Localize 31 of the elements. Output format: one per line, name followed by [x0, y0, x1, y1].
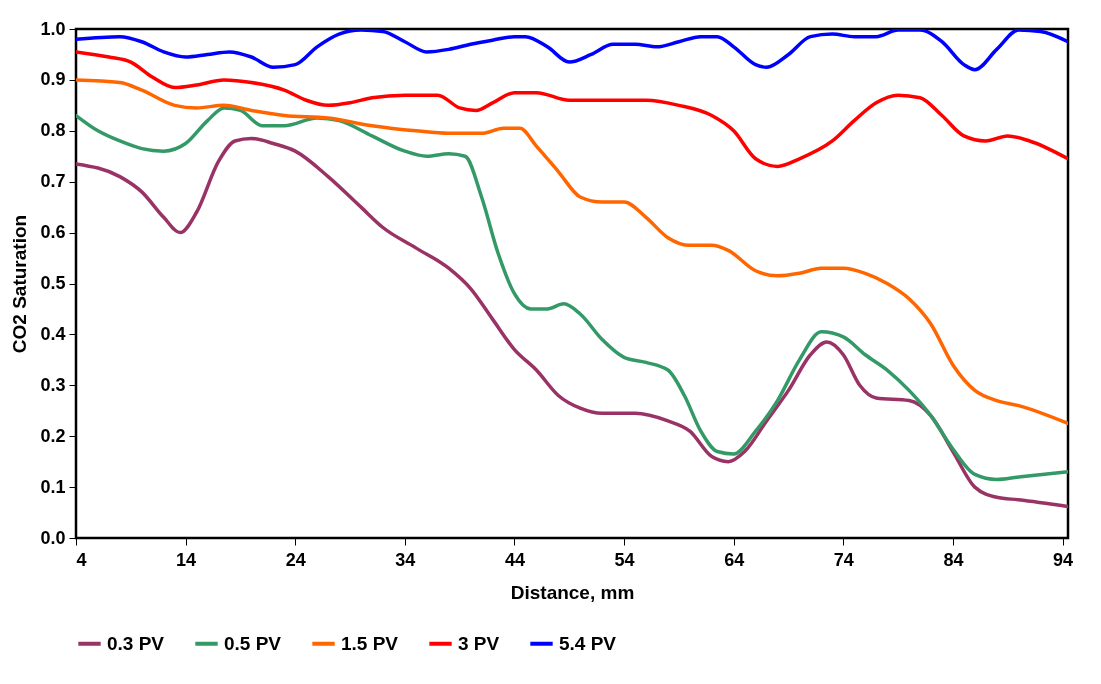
legend-label: 1.5 PV: [341, 632, 399, 654]
y-axis-title: CO2 Saturation: [9, 214, 31, 354]
x-axis-title: Distance, mm: [510, 581, 635, 603]
y-tick-label: 0.8: [40, 120, 66, 141]
y-tick-label: 0.7: [40, 171, 66, 192]
y-tick-label: 0.2: [40, 425, 66, 446]
legend-label: 0.3 PV: [107, 632, 165, 654]
y-tick-label: 1.0: [40, 18, 66, 39]
x-tick-label: 24: [285, 549, 306, 570]
line-series: [76, 78, 1068, 426]
x-tick-label: 14: [176, 549, 197, 570]
x-tick-label: 74: [833, 549, 854, 570]
x-tick-label: 94: [1053, 549, 1074, 570]
legend-label: 5.4 PV: [559, 632, 617, 654]
x-tick-label: 64: [724, 549, 745, 570]
y-tick-label: 0.4: [40, 323, 66, 344]
legend-label: 0.5 PV: [224, 632, 282, 654]
x-tick-label: 4: [76, 549, 87, 570]
y-tick-label: 0.9: [40, 69, 66, 90]
y-tick-label: 0.0: [40, 527, 66, 548]
y-tick-label: 0.5: [40, 273, 66, 293]
y-tick-label: 0.3: [40, 374, 66, 395]
y-tick-label: 0.6: [40, 222, 66, 243]
x-tick-label: 84: [943, 549, 964, 570]
y-tick-label: 0.1: [40, 476, 66, 497]
line-series: [76, 50, 1068, 169]
x-tick-label: 54: [614, 549, 635, 570]
legend-label: 3 PV: [458, 632, 500, 654]
line-series: [76, 29, 1068, 72]
x-tick-label: 44: [504, 549, 525, 570]
x-tick-label: 34: [395, 549, 416, 570]
